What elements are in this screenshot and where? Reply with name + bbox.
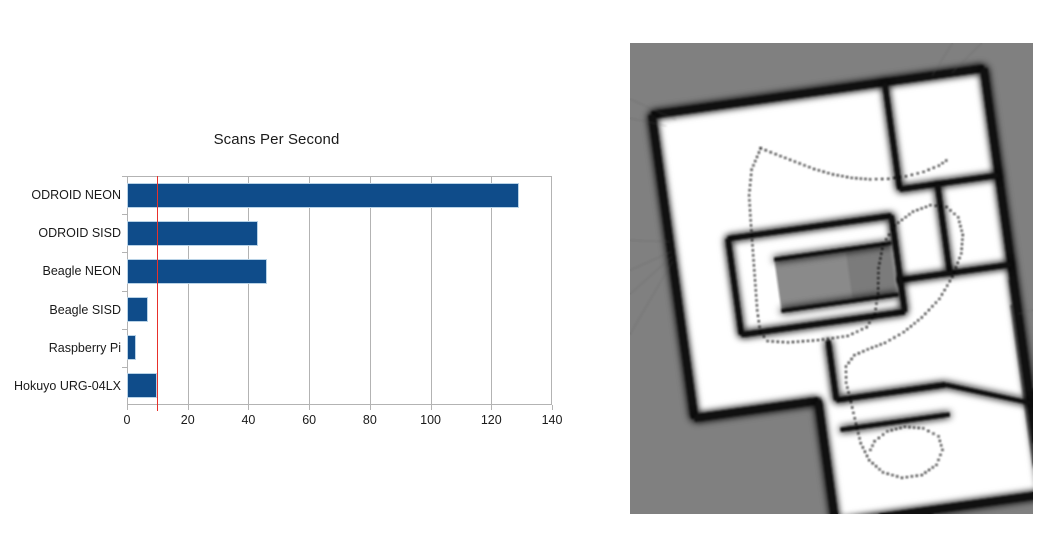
bar-row: ODROID NEON (31, 176, 552, 214)
plot-area: ODROID NEON ODROID SISD Beagle NEON Beagle … (14, 176, 562, 427)
gridline-x-60 (309, 176, 311, 405)
bar (127, 220, 258, 246)
category-label: Raspberry Pi (48, 340, 121, 355)
bar (127, 373, 158, 399)
x-tick-label-0: 0 (123, 413, 131, 427)
bar-row: Hokuyo URG-04LX (14, 366, 552, 405)
chart-title: Scans Per Second (213, 131, 340, 148)
threshold-line (157, 176, 159, 411)
y-tick (122, 214, 127, 216)
slam-map-panel (630, 43, 1033, 514)
x-tick-0 (127, 405, 128, 410)
category-label: Beagle SISD (49, 302, 121, 317)
category-label: ODROID NEON (31, 188, 121, 203)
gridline-x-100 (430, 176, 432, 405)
bar (127, 182, 519, 208)
x-tick-label-120: 120 (480, 413, 502, 427)
bar (127, 297, 149, 323)
category-label: ODROID SISD (38, 226, 121, 241)
y-tick (122, 328, 127, 330)
y-tick (122, 252, 127, 254)
gridline-x-120 (491, 176, 493, 405)
category-label: Beagle NEON (42, 264, 121, 279)
x-tick-120 (491, 405, 493, 410)
gridline-x-80 (369, 176, 371, 405)
bar-chart-panel: Scans Per Second ODROID NEON ODROID SISD B… (14, 131, 562, 427)
plot-frame (127, 176, 552, 405)
x-tick-60 (309, 405, 311, 410)
x-tick-label-140: 140 (541, 413, 563, 427)
x-tick-label-20: 20 (180, 413, 195, 427)
category-label: Hokuyo URG-04LX (14, 378, 121, 393)
x-tick-label-40: 40 (241, 413, 256, 427)
bar-row: Raspberry Pi (49, 328, 552, 367)
x-tick-label-80: 80 (362, 413, 377, 427)
slam-occupancy-grid-map (630, 43, 1033, 514)
x-tick-label-100: 100 (420, 413, 441, 427)
bar (127, 258, 267, 284)
x-tick-40 (248, 405, 250, 410)
bar-row: Beagle NEON (42, 252, 552, 290)
x-tick-100 (430, 405, 432, 410)
bar-row: Beagle SISD (49, 290, 552, 329)
y-tick (122, 366, 127, 368)
gridline-x-40 (248, 176, 250, 405)
bar-row: ODROID SISD (38, 214, 552, 252)
gridline-x-20 (187, 176, 189, 405)
x-tick-20 (187, 405, 189, 410)
y-tick (122, 290, 127, 292)
x-tick-label-60: 60 (302, 413, 317, 427)
x-tick-80 (369, 405, 371, 410)
bar (127, 335, 137, 361)
x-tick-140 (552, 405, 553, 410)
y-tick (122, 176, 127, 177)
